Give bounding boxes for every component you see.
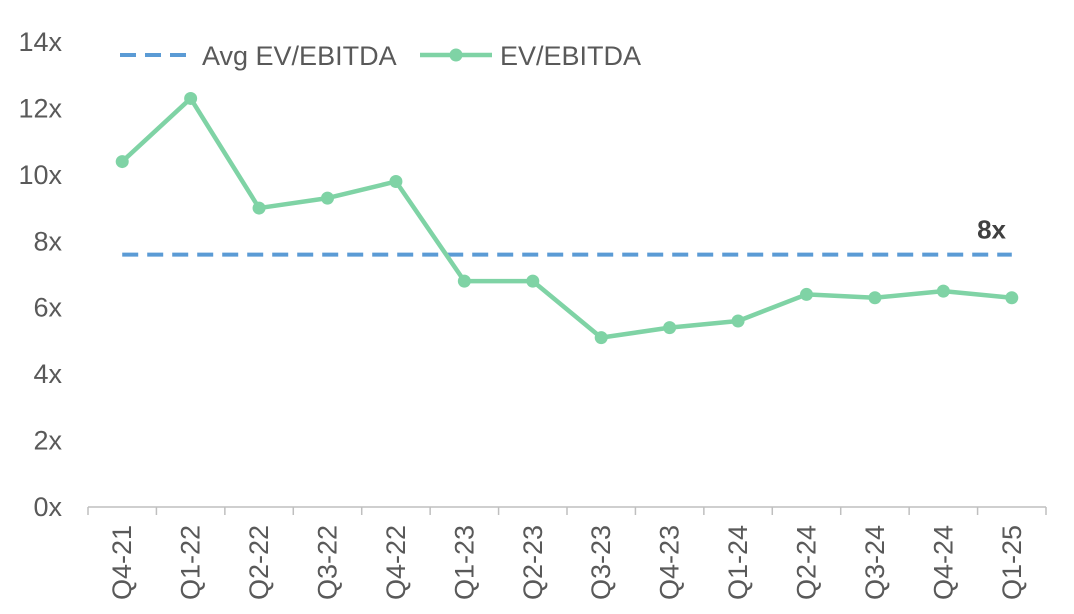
avg-value-label: 8x: [977, 215, 1006, 245]
y-tick-label: 0x: [33, 492, 62, 522]
x-tick-label: Q1-23: [449, 525, 479, 600]
data-point-ev-ebitda: [115, 155, 129, 169]
y-tick-label: 12x: [18, 93, 62, 123]
x-tick-label: Q2-23: [518, 525, 548, 600]
y-axis: 0x 2x 4x 6x 8x 10x 12x 14x: [18, 27, 62, 522]
y-tick-label: 4x: [33, 359, 62, 389]
data-point-ev-ebitda: [663, 321, 677, 335]
y-tick-label: 14x: [18, 27, 62, 57]
data-point-ev-ebitda: [321, 191, 334, 205]
x-tick-label: Q1-25: [997, 525, 1027, 600]
data-point-ev-ebitda: [936, 284, 950, 298]
legend-label-avg-ev-ebitda: Avg EV/EBITDA: [202, 41, 397, 71]
legend-marker-ev-ebitda: [449, 48, 463, 62]
x-tick-label: Q3-24: [860, 525, 890, 600]
y-tick-label: 6x: [33, 293, 62, 323]
data-point-ev-ebitda: [800, 287, 813, 301]
x-tick-label: Q1-22: [176, 525, 206, 600]
x-tick-label: Q4-23: [655, 525, 685, 600]
x-axis: Q4-21 Q1-22 Q2-22 Q3-22 Q4-22 Q1-23 Q2-23 Q3-23…: [87, 506, 1047, 600]
data-point-ev-ebitda: [526, 274, 540, 288]
x-tick-label: Q3-23: [586, 525, 616, 600]
x-tick-label: Q4-22: [381, 525, 411, 600]
data-point-ev-ebitda: [1005, 291, 1019, 305]
legend: Avg EV/EBITDA EV/EBITDA: [120, 41, 641, 71]
x-tick-label: Q3-22: [313, 525, 343, 600]
series-line-ev-ebitda: [120, 96, 1013, 340]
data-point-ev-ebitda: [731, 314, 745, 328]
data-point-ev-ebitda: [389, 175, 403, 188]
data-point-ev-ebitda: [184, 91, 198, 105]
x-tick-label: Q4-21: [107, 525, 137, 600]
data-point-ev-ebitda: [868, 291, 882, 305]
y-tick-label: 8x: [33, 226, 62, 256]
x-tick-label: Q2-24: [792, 525, 822, 600]
data-point-ev-ebitda: [457, 274, 471, 288]
x-tick-label: Q4-24: [928, 525, 958, 600]
annotation-layer: 8x: [977, 215, 1006, 245]
y-tick-label: 2x: [33, 426, 62, 456]
legend-label-ev-ebitda: EV/EBITDA: [500, 41, 641, 71]
x-tick-label: Q1-24: [723, 525, 753, 600]
data-point-ev-ebitda: [594, 331, 608, 345]
series-layer: [115, 91, 1019, 345]
data-point-ev-ebitda: [252, 201, 266, 215]
y-tick-label: 10x: [18, 160, 62, 190]
x-tick-label: Q2-22: [244, 525, 274, 600]
